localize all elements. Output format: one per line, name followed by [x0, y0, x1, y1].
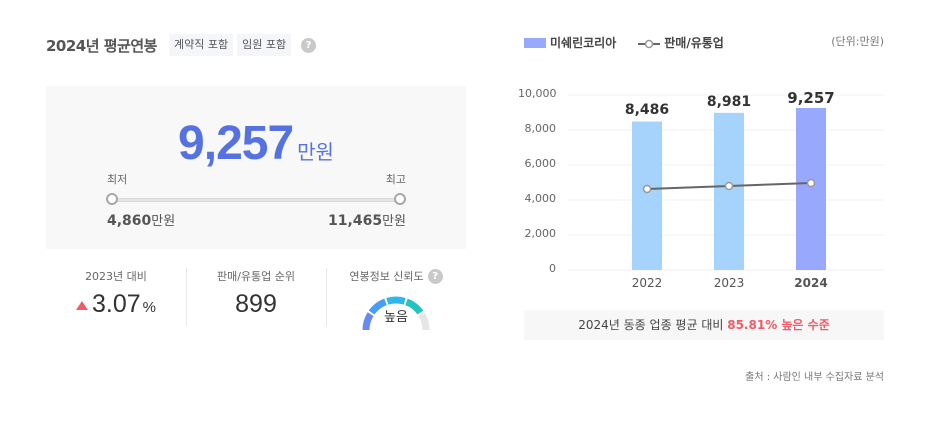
min-salary-unit: 만원	[151, 214, 176, 229]
stat-yoy-value: 3.07%	[46, 290, 186, 319]
bar-2023[interactable]	[714, 112, 744, 270]
legend-bar-swatch	[524, 37, 546, 48]
stat-rank-label: 판매/유통업 순위	[216, 270, 296, 283]
min-salary-value: 4,860	[107, 213, 152, 229]
bar-value-label: 9,257	[787, 89, 835, 107]
tag-contract: 계약직 포함	[168, 34, 234, 56]
line-point[interactable]	[642, 184, 652, 194]
legend-line-label: 판매/유통업	[664, 36, 724, 50]
comparison-summary: 2024년 동종 업종 평균 대비 85.81% 높은 수준	[524, 310, 884, 340]
min-salary: 4,860만원	[107, 210, 175, 229]
average-salary-unit: 만원	[297, 140, 334, 164]
y-axis-tick: 6,000	[524, 157, 557, 170]
legend-line-icon	[638, 38, 661, 48]
stat-reliability-label: 연봉정보 신뢰도	[349, 270, 424, 283]
stat-rank: 판매/유통업 순위 899	[186, 262, 326, 328]
stats-row: 2023년 대비 3.07% 판매/유통업 순위 899 연봉정보 신뢰도? 높…	[46, 262, 466, 331]
gauge-arc-icon	[362, 296, 430, 331]
legend-bar-label: 미쉐린코리아	[550, 36, 617, 50]
y-axis-tick: 2,000	[524, 227, 557, 240]
salary-range-track	[111, 198, 401, 202]
help-icon[interactable]: ?	[427, 268, 443, 284]
reliability-value: 높음	[384, 310, 408, 325]
yoy-number: 3.07	[91, 290, 141, 318]
stat-reliability: 연봉정보 신뢰도? 높음	[326, 262, 466, 331]
summary-text: 2024년 동종 업종 평균 대비	[578, 318, 728, 332]
average-salary-box: 9,257 만원 최저 최고 4,860만원 11,465만원	[46, 86, 466, 249]
average-salary-value: 9,257	[178, 117, 294, 170]
help-icon[interactable]: ?	[301, 37, 317, 53]
stat-yoy-label: 2023년 대비	[85, 270, 147, 283]
y-axis-tick: 10,000	[518, 87, 557, 100]
x-axis-tick: 2023	[713, 276, 745, 290]
chart-unit: (단위:만원)	[831, 35, 884, 48]
yoy-percent-sign: %	[142, 299, 156, 316]
line-point[interactable]	[806, 178, 816, 188]
salary-chart: 10,000 8,000 6,000 4,000 2,000 0 8,486 2022 8,98…	[518, 80, 884, 300]
title-row: 2024년 평균연봉 계약직 포함 임원 포함 ?	[46, 34, 317, 56]
min-label: 최저	[107, 173, 128, 186]
line-point[interactable]	[724, 181, 734, 191]
max-salary: 11,465만원	[328, 210, 406, 229]
range-min-knob	[106, 193, 118, 205]
up-arrow-icon	[75, 301, 88, 310]
chart-canvas	[568, 94, 884, 271]
y-axis-tick: 8,000	[524, 122, 557, 135]
average-salary: 9,257 만원	[46, 116, 466, 171]
stat-yoy: 2023년 대비 3.07%	[46, 262, 186, 328]
stat-reliability-label-row: 연봉정보 신뢰도?	[326, 268, 466, 284]
bar-2024[interactable]	[796, 108, 826, 270]
stat-rank-value: 899	[235, 290, 277, 318]
summary-highlight: 85.81% 높은 수준	[727, 318, 830, 332]
chart-legend: 미쉐린코리아 판매/유통업	[524, 34, 724, 51]
max-label: 최고	[385, 173, 406, 186]
x-axis-tick: 2024	[794, 276, 828, 290]
page-title: 2024년 평균연봉	[46, 36, 157, 55]
bar-value-label: 8,486	[624, 102, 670, 119]
max-salary-value: 11,465	[328, 213, 383, 229]
bar-2022[interactable]	[632, 121, 662, 270]
x-axis-tick: 2022	[631, 276, 663, 290]
bar-value-label: 8,981	[706, 93, 752, 110]
tag-executive: 임원 포함	[237, 34, 292, 56]
reliability-gauge: 높음	[360, 292, 432, 331]
max-salary-unit: 만원	[382, 214, 406, 229]
y-axis-tick: 4,000	[524, 192, 557, 205]
range-max-knob	[394, 193, 406, 205]
y-axis-tick: 0	[549, 262, 556, 275]
source-note: 출처 : 사람인 내부 수집자료 분석	[745, 372, 884, 383]
